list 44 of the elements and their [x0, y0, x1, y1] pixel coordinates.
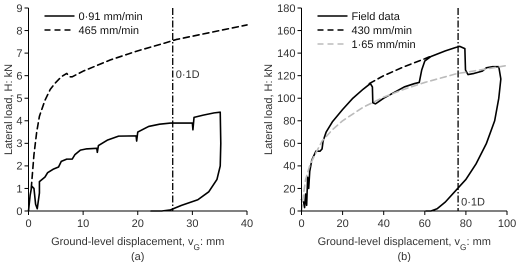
x-tick-label: 20 [336, 218, 349, 230]
y-tick-label: 0 [16, 206, 22, 218]
y-axis-title: Lateral load, H: kN [263, 64, 275, 156]
annotation: 0·1D [461, 196, 485, 208]
x-tick-label: 60 [418, 218, 431, 230]
y-tick-label: 180 [277, 2, 296, 15]
x-tick-label: 20 [132, 218, 144, 230]
y-tick-label: 120 [277, 70, 296, 83]
y-tick-label: 5 [16, 93, 22, 106]
y-tick-label: 40 [283, 160, 296, 173]
x-tick-label: 10 [77, 218, 90, 230]
legend-label: 430 mm/min [352, 24, 412, 37]
x-tick-label: 100 [498, 218, 516, 230]
text: (b) [398, 251, 411, 262]
y-tick-label: 160 [277, 25, 296, 38]
y-tick-label: 2 [16, 160, 22, 173]
legend-label: 0·91 mm/min [78, 10, 143, 23]
y-tick-label: 1 [16, 183, 22, 196]
y-tick-label: 4 [16, 116, 22, 128]
y-tick-label: 7 [16, 48, 22, 60]
legend-label: 465 mm/min [78, 24, 140, 37]
text: (a) [131, 251, 144, 262]
y-tick-label: 8 [16, 25, 22, 38]
y-tick-label: 140 [277, 48, 296, 60]
y-tick-label: 80 [283, 116, 296, 128]
x-tick-label: 0 [298, 218, 305, 230]
y-tick-label: 9 [16, 2, 22, 15]
y-axis-title: Lateral load, H: kN [3, 64, 15, 156]
x-tick-label: 40 [378, 218, 390, 230]
x-axis-title: Ground-level displacement, v$_{G}$: mm [51, 236, 224, 252]
annotation: 0·1D [176, 68, 200, 81]
x-tick-label: 80 [460, 218, 472, 230]
y-tick-label: 60 [283, 138, 296, 150]
x-tick-label: 0 [25, 218, 32, 230]
y-tick-label: 3 [16, 138, 22, 150]
legend-label: Field data [352, 10, 401, 23]
y-tick-label: 6 [16, 70, 22, 83]
y-tick-label: 100 [277, 93, 296, 106]
x-tick-label: 30 [186, 218, 198, 230]
x-tick-label: 40 [240, 218, 254, 230]
y-tick-label: 20 [283, 183, 296, 196]
x-axis-title: Ground-level displacement, v$_{G}$: mm [318, 236, 491, 252]
legend-label: 1·65 mm/min [352, 38, 416, 51]
y-tick-label: 0 [289, 206, 296, 218]
